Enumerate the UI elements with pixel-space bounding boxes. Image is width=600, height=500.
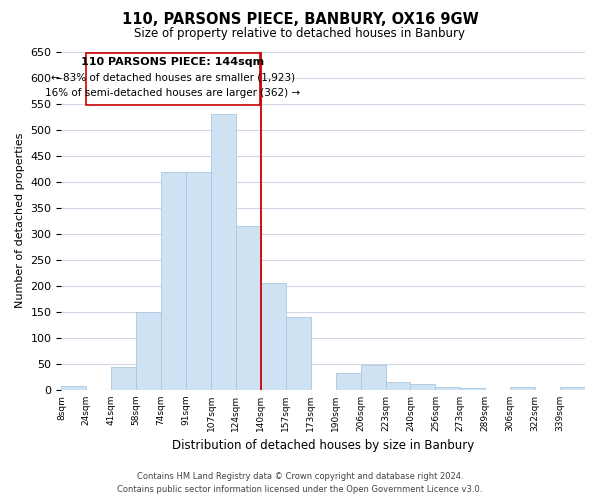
Bar bbox=[111, 366, 136, 390]
Text: Contains HM Land Registry data © Crown copyright and database right 2024.
Contai: Contains HM Land Registry data © Crown c… bbox=[118, 472, 482, 494]
FancyBboxPatch shape bbox=[86, 52, 260, 104]
Bar bbox=[386, 382, 410, 390]
Bar bbox=[560, 388, 585, 390]
Text: ← 83% of detached houses are smaller (1,923): ← 83% of detached houses are smaller (1,… bbox=[51, 72, 295, 83]
Bar bbox=[436, 388, 460, 390]
X-axis label: Distribution of detached houses by size in Banbury: Distribution of detached houses by size … bbox=[172, 440, 475, 452]
Bar bbox=[186, 172, 211, 390]
Text: 110 PARSONS PIECE: 144sqm: 110 PARSONS PIECE: 144sqm bbox=[82, 57, 265, 67]
Text: 16% of semi-detached houses are larger (362) →: 16% of semi-detached houses are larger (… bbox=[46, 88, 301, 98]
Bar bbox=[335, 372, 361, 390]
Text: 110, PARSONS PIECE, BANBURY, OX16 9GW: 110, PARSONS PIECE, BANBURY, OX16 9GW bbox=[122, 12, 478, 28]
Bar bbox=[161, 172, 186, 390]
Bar bbox=[236, 226, 261, 390]
Bar bbox=[361, 365, 386, 390]
Bar bbox=[261, 283, 286, 390]
Bar bbox=[61, 386, 86, 390]
Bar bbox=[286, 317, 311, 390]
Y-axis label: Number of detached properties: Number of detached properties bbox=[15, 133, 25, 308]
Bar bbox=[510, 388, 535, 390]
Bar bbox=[136, 312, 161, 390]
Bar bbox=[410, 384, 436, 390]
Bar bbox=[211, 114, 236, 390]
Text: Size of property relative to detached houses in Banbury: Size of property relative to detached ho… bbox=[134, 28, 466, 40]
Bar bbox=[460, 388, 485, 390]
